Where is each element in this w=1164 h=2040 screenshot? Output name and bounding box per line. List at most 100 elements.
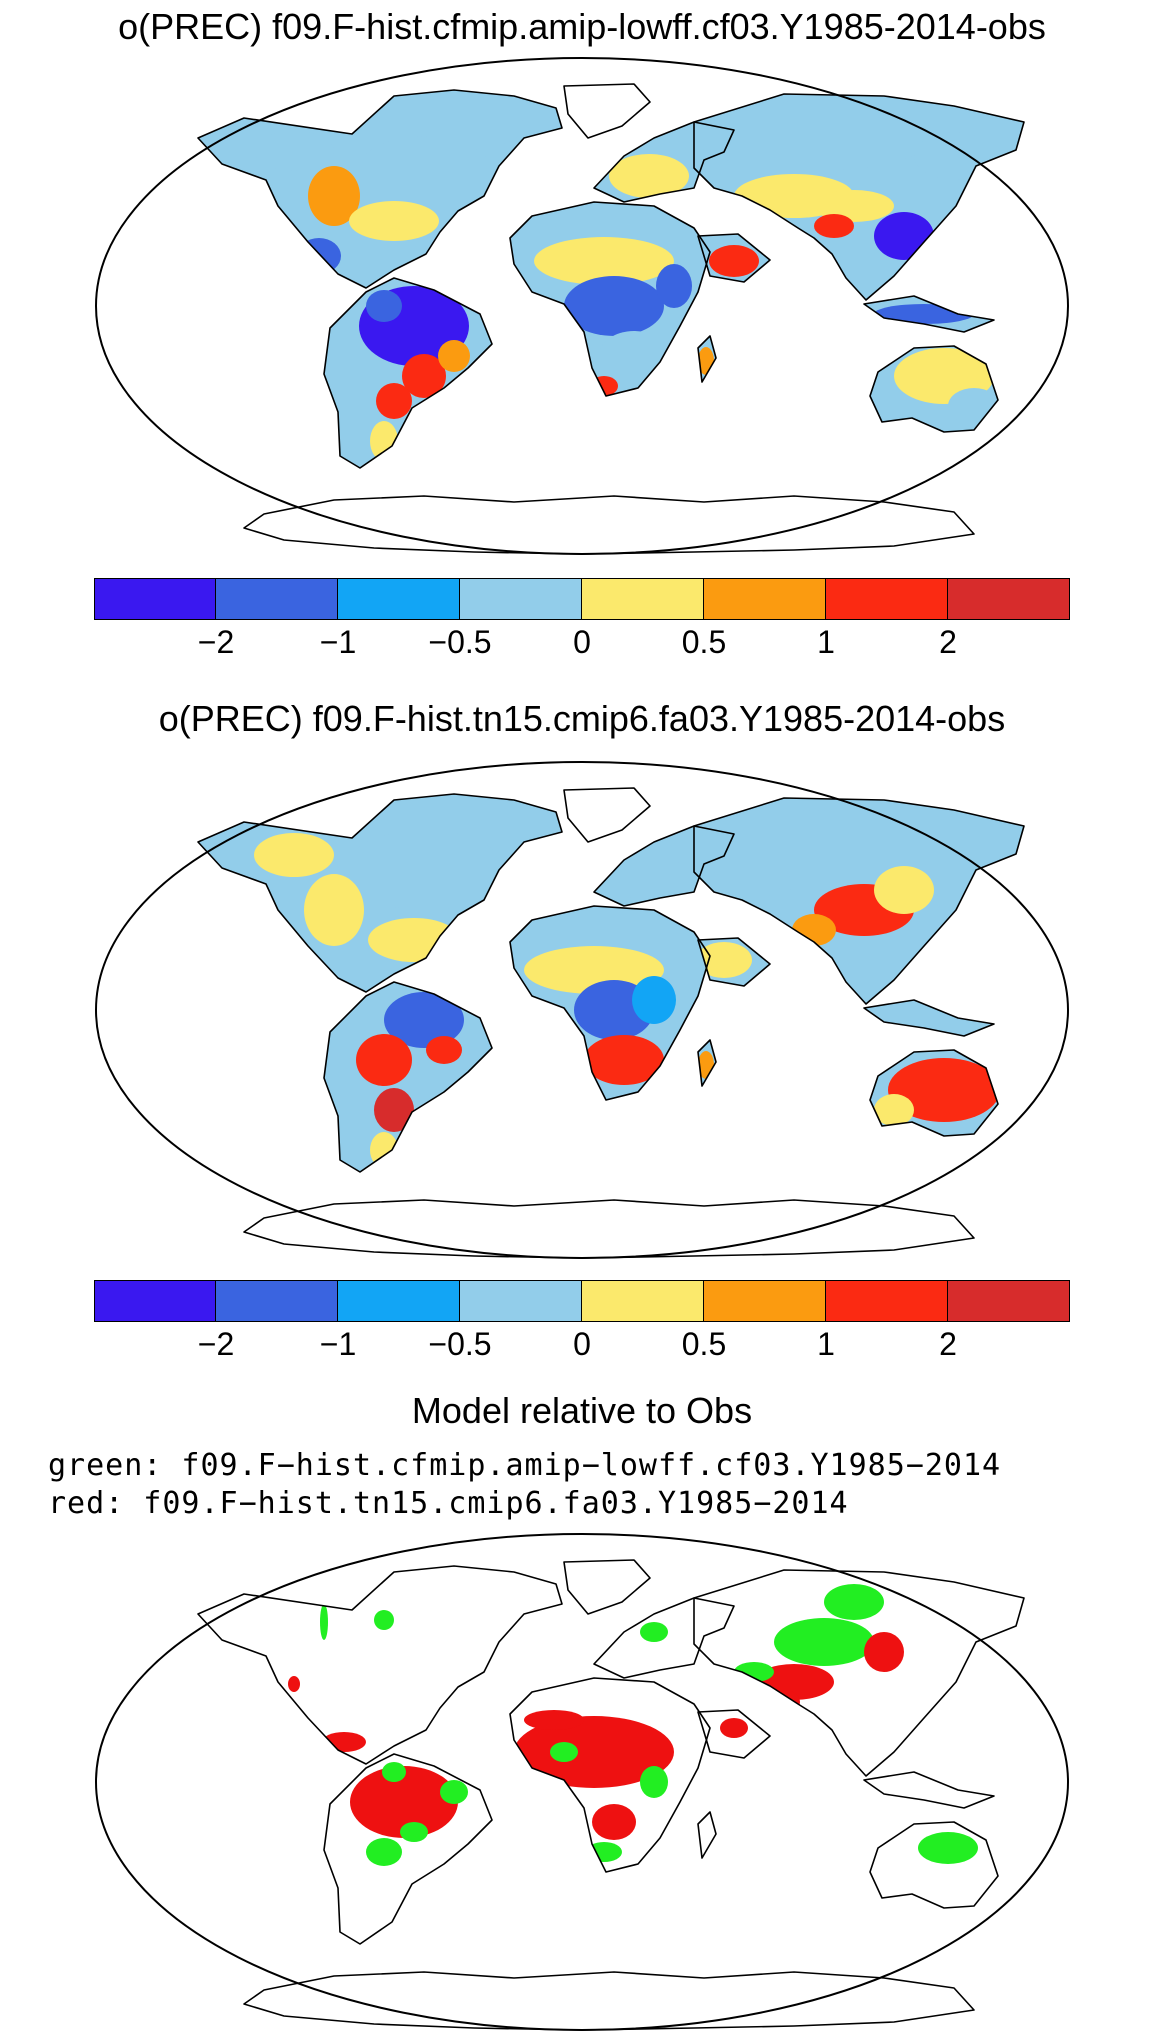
bias-region (888, 1058, 998, 1122)
bias-region (424, 104, 524, 148)
colorbar-swatch (338, 578, 460, 620)
colorbar-swatch (94, 578, 216, 620)
bias-region (356, 1034, 412, 1086)
europe-coastline (593, 1597, 735, 1679)
colorbar-swatch (216, 1280, 338, 1322)
colorbar-swatch (704, 1280, 826, 1322)
arabia-coastline (697, 233, 771, 283)
coastlines (197, 1559, 1025, 2031)
bias-region (599, 331, 669, 381)
panel-1-title: o(PREC) f09.F-hist.cfmip.amip-lowff.cf03… (118, 6, 1046, 47)
green-legend-text: green: f09.F−hist.cfmip.amip−lowff.cf03.… (48, 1448, 1002, 1483)
map-3-fields (198, 1560, 1024, 2030)
bias-region (632, 976, 676, 1024)
north-america-coastline (197, 1565, 563, 1765)
bias-region (288, 1676, 300, 1692)
bias-region (304, 874, 364, 946)
colorbar-1-labels: −2 −1 −0.5 0 0.5 1 2 (94, 624, 1070, 664)
colorbar-tick-label: 0 (573, 624, 591, 660)
bias-region (384, 992, 464, 1048)
south-america-field (324, 278, 492, 468)
bias-region (694, 101, 934, 171)
arabia-coastline (697, 1709, 771, 1759)
bias-region (914, 132, 994, 180)
colorbar-swatch (704, 578, 826, 620)
bias-region (366, 290, 402, 322)
south-america-coastline (323, 1753, 493, 1945)
map-boundary (95, 57, 1069, 555)
antarctica-coastline (243, 1199, 975, 1259)
south-america-field (324, 982, 492, 1172)
bias-region (382, 1762, 406, 1782)
europe-coastline (593, 825, 735, 907)
africa-coastline (509, 201, 711, 397)
greenland-coastline (563, 83, 651, 139)
bias-region (874, 212, 934, 260)
colorbar-tick-label: −1 (319, 624, 357, 660)
greenland-coastline (563, 787, 651, 843)
colorbar-swatch (826, 578, 948, 620)
asia-coastline (693, 93, 1025, 301)
africa-coastline (509, 905, 711, 1101)
bias-region (694, 810, 934, 890)
europe-coastline (593, 121, 735, 203)
madagascar-coastline (697, 335, 717, 383)
indonesia-coastline (863, 1771, 995, 1809)
map-1-fields (198, 84, 1024, 554)
bias-region (254, 833, 334, 877)
north-america-field (198, 794, 562, 992)
antarctica-coastline (243, 1971, 975, 2031)
bias-region (614, 858, 694, 902)
bias-region (918, 1832, 978, 1864)
bias-region (308, 166, 360, 226)
indonesia-coastline (863, 999, 995, 1037)
africa-coastline (509, 1677, 711, 1873)
bias-region (640, 1766, 668, 1798)
colorbar-tick-label: −2 (197, 624, 235, 660)
antarctica-field (244, 1972, 974, 2030)
bias-region (368, 918, 460, 962)
bias-region (514, 1716, 674, 1788)
asia-field (694, 798, 1024, 1004)
colorbar-swatch (338, 1280, 460, 1322)
bias-region (656, 264, 692, 308)
coastlines (197, 83, 1025, 555)
bias-region (366, 1838, 402, 1866)
colorbar-swatch (948, 1280, 1070, 1322)
bias-region (297, 238, 341, 274)
bias-region (774, 1618, 874, 1666)
bias-region (400, 1822, 428, 1842)
colorbar-tick-label: 2 (939, 624, 957, 660)
bias-region (814, 214, 854, 238)
africa-field (510, 906, 710, 1100)
madagascar-coastline (697, 1811, 717, 1859)
greenland-field (564, 84, 650, 138)
bias-region (402, 354, 446, 398)
antarctica-field (244, 496, 974, 554)
colorbar-swatch (582, 578, 704, 620)
colorbar-tick-label: 0.5 (681, 624, 727, 660)
colorbar-tick-label: 0.5 (681, 1326, 727, 1362)
bias-region (354, 136, 494, 216)
colorbar-tick-label: 1 (817, 624, 835, 660)
bias-region (640, 1622, 668, 1642)
asia-field (694, 1570, 1024, 1776)
colorbar-tick-label: −0.5 (428, 1326, 492, 1362)
bias-region (349, 201, 439, 241)
colorbar-tick-label: 1 (817, 1326, 835, 1362)
bias-region (374, 1610, 394, 1630)
colorbar-swatch (948, 578, 1070, 620)
greenland-field (564, 788, 650, 842)
bias-region (524, 1710, 584, 1730)
bias-region (584, 1035, 664, 1085)
bias-region (524, 946, 664, 994)
colorbar-2 (94, 1280, 1070, 1322)
australia-field (870, 1050, 998, 1136)
greenland-field (564, 1560, 650, 1614)
colorbar-tick-label: −2 (197, 1326, 235, 1362)
asia-coastline (693, 797, 1025, 1005)
bias-region (374, 1088, 414, 1132)
bias-region (874, 1094, 914, 1126)
australia-coastline (869, 1049, 999, 1137)
colorbar-2-labels: −2 −1 −0.5 0 0.5 1 2 (94, 1326, 1070, 1366)
